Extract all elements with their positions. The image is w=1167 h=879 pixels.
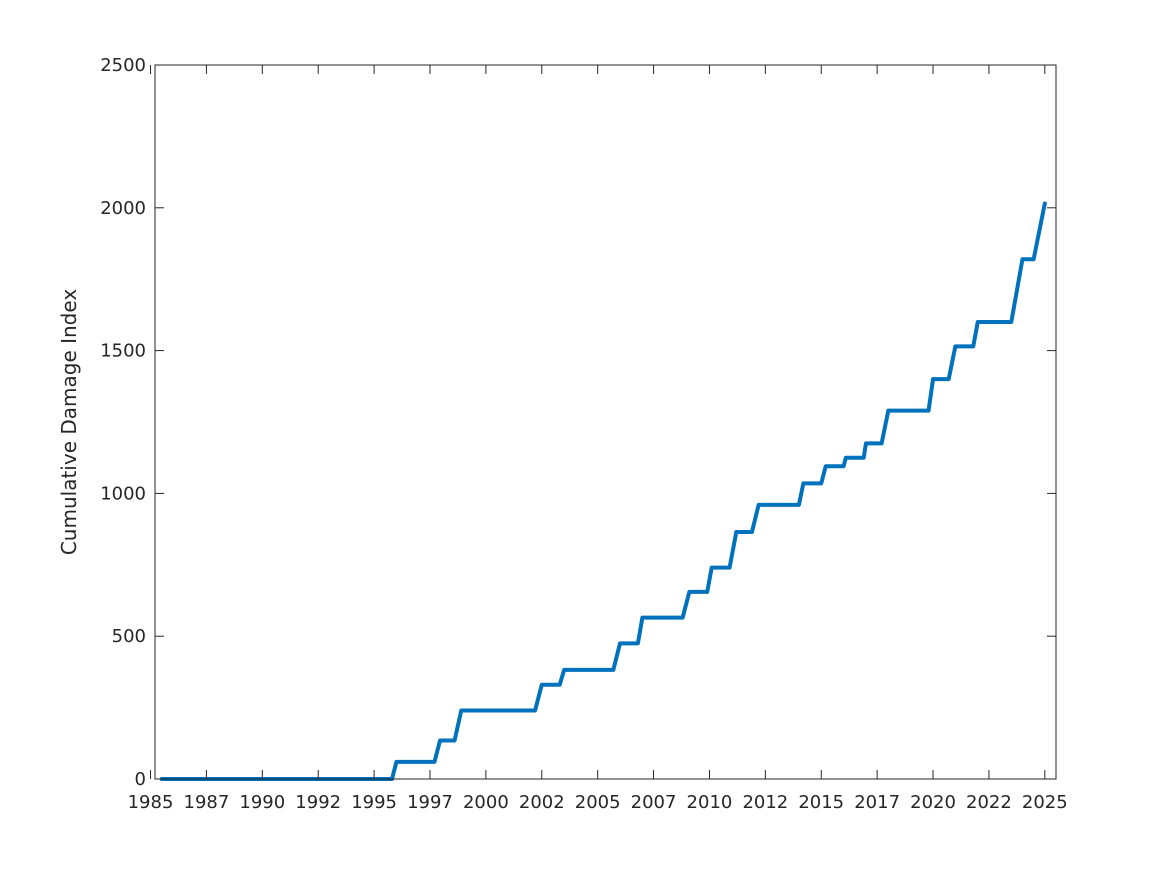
y-tick-label: 0 xyxy=(135,769,146,790)
x-tick-label: 2025 xyxy=(1022,792,1068,813)
x-axis: 1985 1987 1990 1992 1995 1997 2000 2002 2005 2007… xyxy=(128,65,1068,813)
plot-frame xyxy=(154,64,1057,780)
y-tick-label: 1000 xyxy=(100,483,146,504)
x-tick-label: 1997 xyxy=(407,792,453,813)
x-tick-label: 2002 xyxy=(519,792,565,813)
x-tick-label: 2000 xyxy=(463,792,509,813)
plot-area xyxy=(155,65,1056,779)
y-tick-label: 1500 xyxy=(100,341,146,362)
x-tick-label: 1995 xyxy=(351,792,397,813)
x-tick-label: 2012 xyxy=(742,792,788,813)
series-layer xyxy=(159,201,1047,781)
y-axis-label: Cumulative Damage Index xyxy=(57,289,81,555)
x-tick-label: 1985 xyxy=(128,792,174,813)
y-tick-label: 2000 xyxy=(100,198,146,219)
x-tick-label: 2010 xyxy=(687,792,733,813)
x-tick-label: 1990 xyxy=(239,792,285,813)
x-tick-label: 1992 xyxy=(295,792,341,813)
y-tick-label: 500 xyxy=(112,626,146,647)
y-tick-label: 2500 xyxy=(100,55,146,76)
x-tick-label: 2007 xyxy=(631,792,677,813)
y-axis: 0 500 1000 1500 2000 2500 xyxy=(100,55,1056,790)
x-tick-label: 1987 xyxy=(184,792,230,813)
series-line-0 xyxy=(159,201,1047,781)
x-tick-label: 2015 xyxy=(798,792,844,813)
x-tick-label: 2022 xyxy=(966,792,1012,813)
x-tick-label: 2005 xyxy=(575,792,621,813)
x-tick-label: 2017 xyxy=(854,792,900,813)
x-tick-label: 2020 xyxy=(910,792,956,813)
